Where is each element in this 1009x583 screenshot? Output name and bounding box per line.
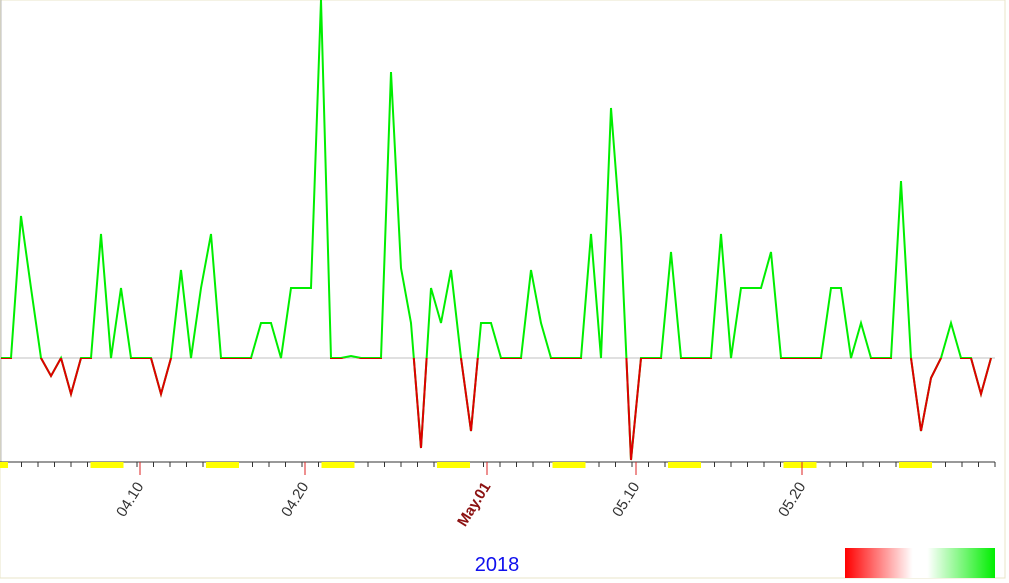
weekend-band xyxy=(90,462,124,468)
weekend-band xyxy=(668,462,701,468)
weekend-band xyxy=(437,462,470,468)
weekend-band xyxy=(552,462,586,468)
color-legend xyxy=(845,548,995,578)
weekend-band xyxy=(899,462,932,468)
weekend-band xyxy=(783,462,817,468)
weekend-band xyxy=(0,462,8,468)
series-line-negative xyxy=(1,358,992,461)
weekend-band xyxy=(321,462,355,468)
weekend-band xyxy=(206,462,239,468)
x-axis-label: 2018 xyxy=(475,554,520,576)
